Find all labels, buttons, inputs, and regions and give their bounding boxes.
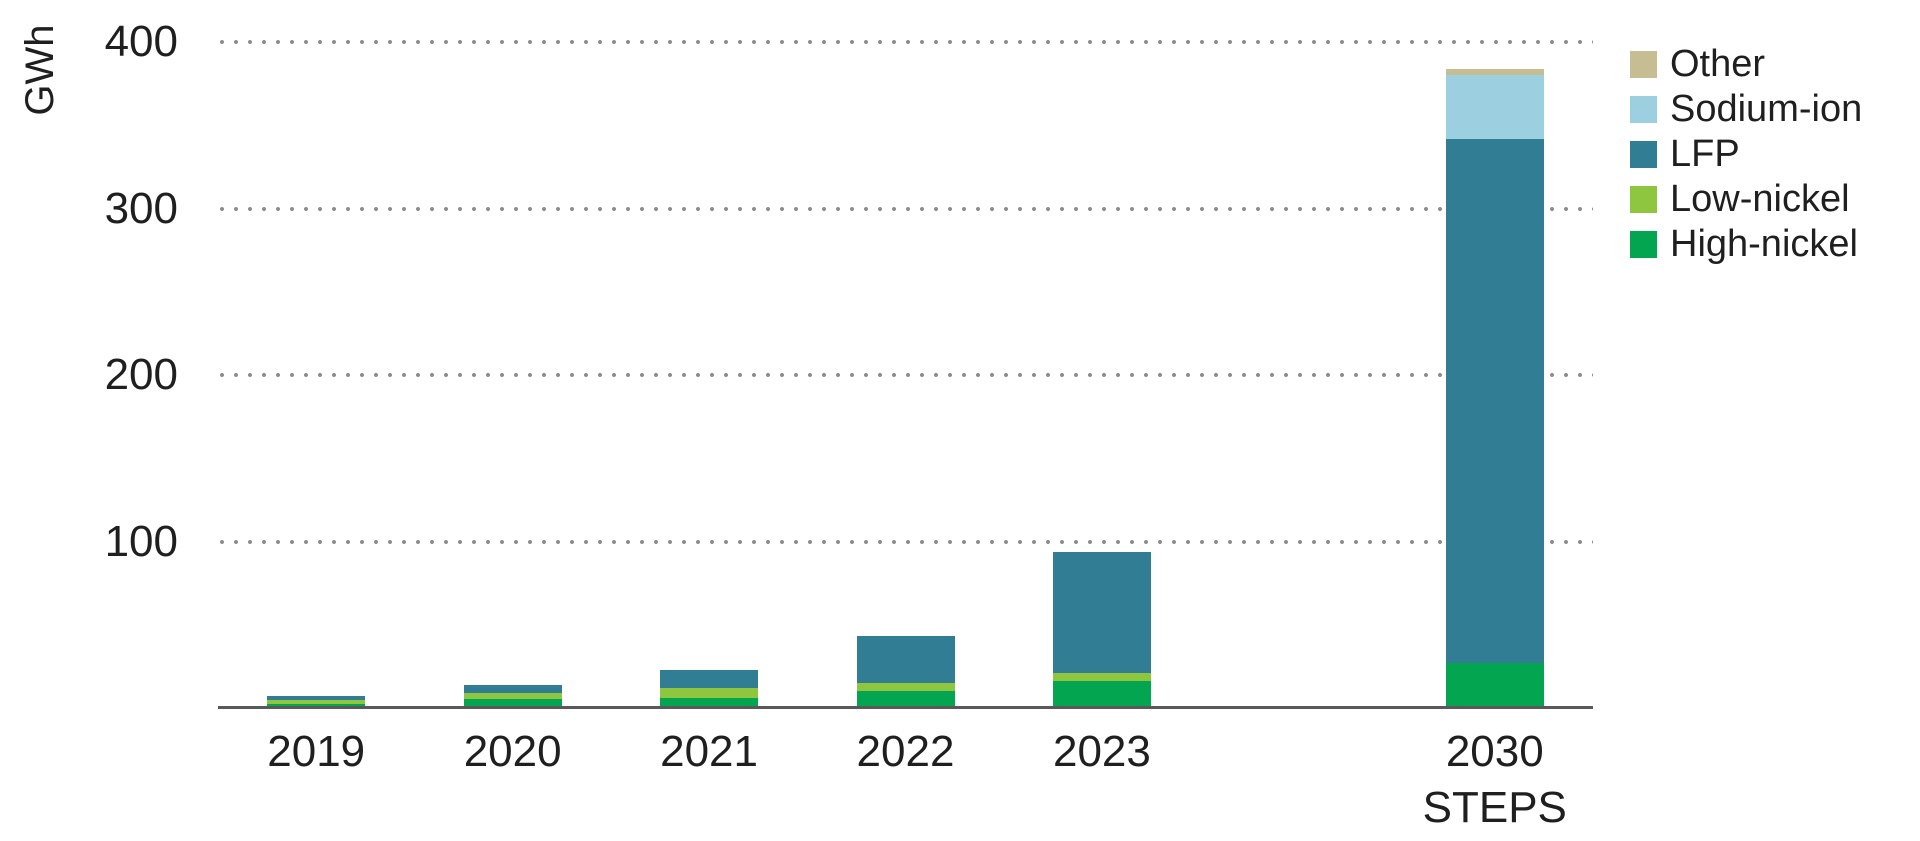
gridline-100: [215, 539, 1593, 544]
x-label-year: 2022: [856, 727, 955, 776]
bar-2019: [267, 696, 366, 708]
x-label-year: 2021: [660, 727, 758, 776]
bar-segment-low-nickel: [463, 693, 562, 699]
x-label-year: 2023: [1052, 727, 1151, 776]
y-tick-label-300: 300: [104, 183, 178, 233]
x-label-2020: 2020: [403, 724, 623, 780]
bar-2030-steps: [1445, 68, 1544, 708]
bar-segment-high-nickel: [660, 698, 759, 708]
bar-segment-high-nickel: [856, 691, 955, 708]
plot-area: [218, 42, 1593, 708]
bar-segment-low-nickel: [856, 683, 955, 692]
legend-label: Low-nickel: [1670, 178, 1850, 220]
x-label-2019: 2019: [206, 724, 426, 780]
legend-label: Other: [1670, 43, 1766, 85]
legend-swatch-high-nickel: [1630, 231, 1657, 258]
x-label-year: 2020: [463, 727, 562, 776]
x-label-2030: 2030 STEPS: [1385, 724, 1605, 836]
y-tick-label-400: 400: [104, 17, 178, 66]
bar-segment-high-nickel: [1445, 663, 1544, 708]
legend-label: LFP: [1670, 133, 1740, 175]
bar-segment-sodium-ion: [1445, 75, 1544, 139]
bar-segment-lfp: [1445, 138, 1544, 664]
gridline-300: [215, 206, 1593, 211]
bar-segment-other: [1445, 68, 1544, 76]
legend-label: Sodium-ion: [1670, 88, 1863, 130]
bar-2023: [1052, 551, 1151, 708]
x-label-2021: 2021: [599, 724, 819, 780]
legend: Other Sodium-ion LFP Low-nickel High-nickel: [1630, 42, 1862, 267]
legend-item-sodium-ion: Sodium-ion: [1630, 87, 1862, 132]
bar-segment-high-nickel: [463, 698, 562, 708]
gridline-200: [215, 373, 1593, 377]
bar-segment-high-nickel: [267, 703, 366, 708]
bar-segment-lfp: [267, 696, 366, 700]
x-axis-line: [218, 706, 1593, 709]
bar-segment-low-nickel: [660, 688, 759, 699]
legend-item-other: Other: [1630, 42, 1862, 87]
x-label-2023: 2023: [992, 724, 1212, 780]
legend-swatch-low-nickel: [1630, 186, 1657, 213]
bar-segment-lfp: [856, 636, 955, 684]
bar-segment-lfp: [1052, 551, 1151, 674]
legend-item-low-nickel: Low-nickel: [1630, 177, 1862, 222]
bar-2021: [660, 669, 759, 708]
legend-item-high-nickel: High-nickel: [1630, 222, 1862, 267]
legend-label: High-nickel: [1670, 223, 1858, 265]
bar-segment-low-nickel: [1052, 673, 1151, 682]
y-tick-label-100: 100: [104, 516, 178, 566]
y-tick-label-200: 200: [104, 350, 178, 399]
x-label-2022: 2022: [796, 724, 1016, 780]
bar-segment-lfp: [463, 684, 562, 694]
legend-swatch-sodium-ion: [1630, 96, 1657, 123]
bar-2022: [856, 636, 955, 708]
legend-swatch-other: [1630, 51, 1657, 78]
bar-segment-lfp: [660, 669, 759, 689]
x-label-year: 2030: [1445, 727, 1544, 776]
gridline-400: [215, 40, 1593, 44]
x-label-scenario: STEPS: [1422, 783, 1567, 832]
bar-segment-low-nickel: [267, 699, 366, 704]
bar-segment-high-nickel: [1052, 681, 1151, 708]
legend-swatch-lfp: [1630, 141, 1657, 168]
bar-2020: [463, 684, 562, 708]
legend-item-lfp: LFP: [1630, 132, 1862, 177]
x-label-year: 2019: [267, 727, 366, 776]
